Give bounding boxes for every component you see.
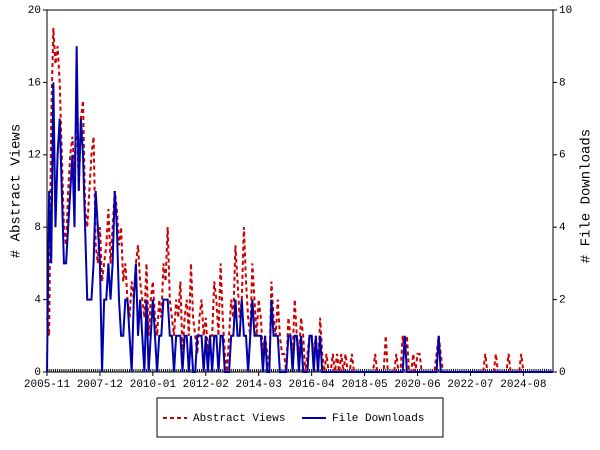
x-tick-label: 2005-11 <box>24 379 71 391</box>
y-tick-label: 8 <box>34 222 41 234</box>
series-line <box>46 46 553 373</box>
y-tick-label: 12 <box>28 150 41 162</box>
y2-tick-label: 0 <box>559 367 566 379</box>
x-tick-label: 2022-07 <box>447 379 493 391</box>
y-tick-label: 4 <box>34 295 41 307</box>
x-tick-label: 2018-05 <box>341 379 387 391</box>
x-tick-label: 2010-01 <box>130 379 177 391</box>
y-axis-title: # Abstract Views <box>9 124 25 258</box>
y2-axis-title: # File Downloads <box>579 129 595 263</box>
legend-box <box>156 397 444 438</box>
y2-tick-label: 2 <box>559 295 566 307</box>
y2-tick-label: 4 <box>559 222 566 234</box>
x-tick-label: 2016-04 <box>289 379 336 391</box>
x-tick-label: 2012-02 <box>183 379 229 391</box>
series-line <box>46 28 553 373</box>
x-tick-label: 2007-12 <box>77 379 123 391</box>
y2-tick-label: 8 <box>559 77 566 89</box>
y2-tick-label: 10 <box>559 5 572 17</box>
y-tick-label: 20 <box>28 5 41 17</box>
y-tick-label: 16 <box>28 77 41 89</box>
x-tick-label: 2014-03 <box>236 379 282 391</box>
y2-tick-label: 6 <box>559 150 566 162</box>
legend-label: Abstract Views <box>193 413 285 425</box>
x-tick-label: 2020-06 <box>394 379 440 391</box>
y-tick-label: 0 <box>34 367 41 379</box>
legend-label: File Downloads <box>332 413 424 425</box>
plot-frame <box>46 9 554 373</box>
x-tick-label: 2024-08 <box>500 379 546 391</box>
